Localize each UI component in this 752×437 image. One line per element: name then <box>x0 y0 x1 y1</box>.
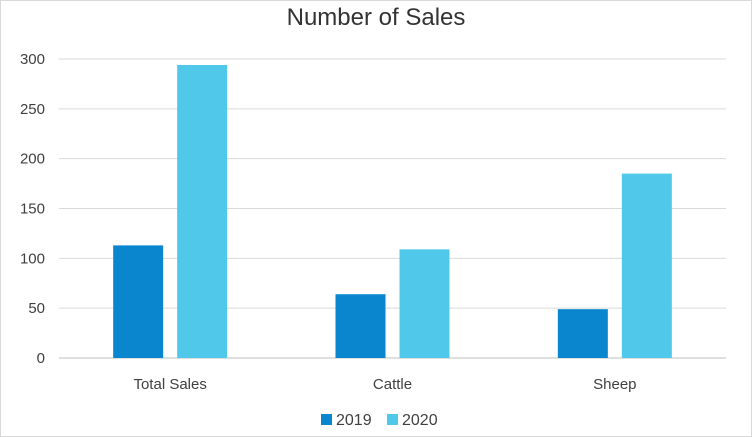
y-axis-ticks: 0 50 100 150 200 250 300 <box>20 51 45 367</box>
y-tick-label: 100 <box>20 250 45 267</box>
x-category-label: Sheep <box>593 376 636 393</box>
y-tick-label: 150 <box>20 201 45 218</box>
legend-swatch <box>321 414 332 425</box>
y-tick-label: 50 <box>28 300 45 317</box>
legend-label: 2019 <box>336 412 372 429</box>
x-category-label: Cattle <box>373 376 412 393</box>
y-tick-label: 250 <box>20 101 45 118</box>
bar-2019-cattle <box>335 294 386 358</box>
bar-2020-sheep <box>621 173 672 358</box>
y-tick-label: 200 <box>20 151 45 168</box>
bar-2019-sheep <box>557 309 608 358</box>
bar-2019-total-sales <box>113 245 164 358</box>
legend: 2019 2020 <box>321 412 438 429</box>
y-tick-label: 0 <box>37 350 45 367</box>
x-category-label: Total Sales <box>133 376 206 393</box>
x-axis-categories: Total Sales Cattle Sheep <box>133 376 636 393</box>
bars <box>113 64 672 359</box>
gridlines <box>59 58 726 359</box>
legend-label: 2020 <box>402 412 438 429</box>
bar-2020-cattle <box>399 249 450 358</box>
bar-2020-total-sales <box>177 64 228 359</box>
legend-swatch <box>387 414 398 425</box>
chart-title: Number of Sales <box>287 4 466 31</box>
y-tick-label: 300 <box>20 51 45 68</box>
